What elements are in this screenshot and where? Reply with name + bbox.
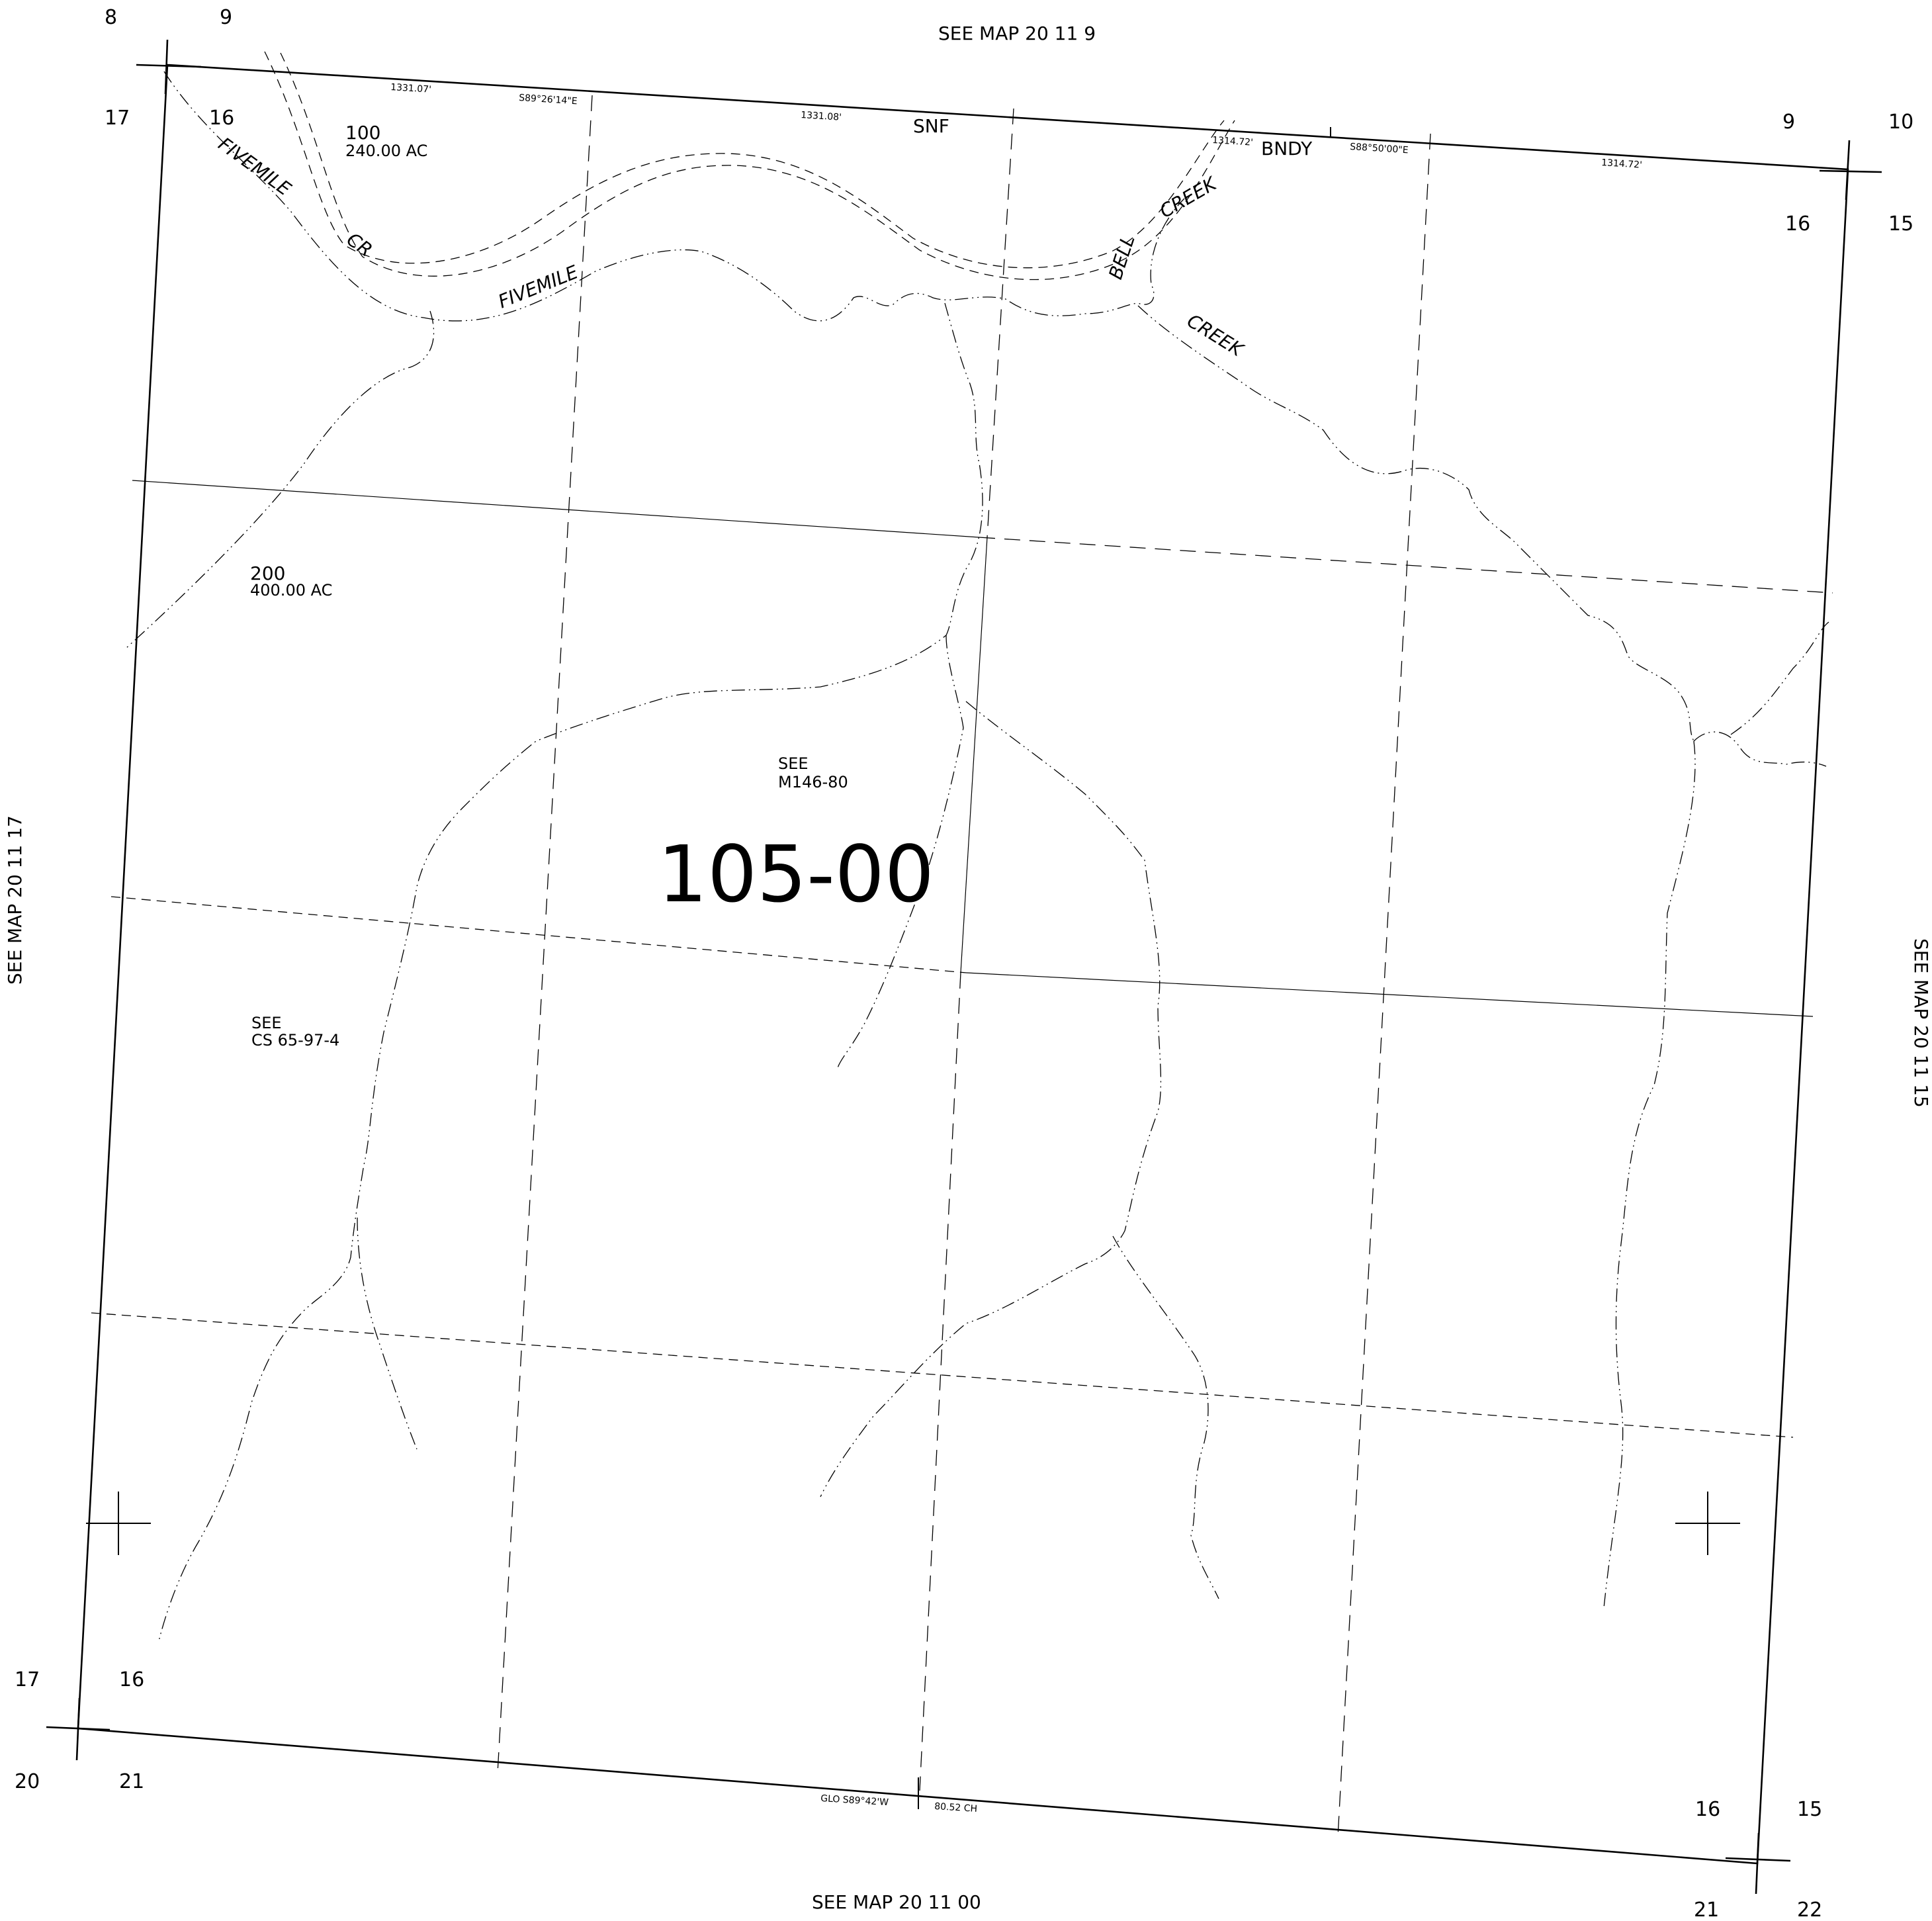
stream-central: [158, 302, 983, 1642]
see-cs-line-2: CS 65-97-4: [251, 1031, 339, 1050]
parcel-100-area: 240.00 AC: [345, 142, 427, 160]
stream-east-branch-2: [1730, 621, 1829, 735]
quarter-line-ns-2b: [960, 537, 988, 973]
map-ref-left: SEE MAP 20 11 17: [4, 815, 26, 985]
quarter-line-ew-2: [110, 896, 967, 973]
corner-br-se: 22: [1797, 1899, 1822, 1921]
reference-cross-left: [86, 1492, 151, 1555]
see-m146-line-1: SEE: [778, 754, 809, 773]
map-ref-right: SEE MAP 20 11 15: [1910, 938, 1932, 1108]
top-bearing-2: S88°50'00"E: [1350, 142, 1409, 156]
see-m146-line-2: M146-80: [778, 773, 848, 791]
bell-creek-label: BELL: [1104, 232, 1139, 282]
stream-1: [163, 71, 1185, 322]
stream-east-branch: [1693, 731, 1827, 767]
top-distance-4: 1314.72': [1601, 157, 1643, 171]
corner-tl-ne: 9: [220, 6, 232, 29]
parcel-200-area: 400.00 AC: [250, 581, 332, 600]
corner-tl-se: 16: [209, 107, 234, 130]
bottom-chain-distance: 80.52 CH: [934, 1801, 978, 1814]
corner-cross-tr: [1819, 140, 1882, 201]
corner-bl-se: 21: [119, 1770, 144, 1793]
stream-central-east-fork: [1112, 1235, 1219, 1599]
corner-tl-sw: 17: [105, 107, 130, 130]
see-cs-line-1: SEE: [251, 1014, 282, 1032]
top-distance-2: 1331.08': [801, 110, 842, 123]
creek-label-1: CREEK: [1156, 172, 1221, 222]
corner-cross-tl: [136, 39, 202, 95]
corner-cross-br: [1725, 1832, 1791, 1895]
cr-label: CR: [343, 228, 376, 261]
corner-br-nw: 16: [1695, 1798, 1720, 1821]
stream-west-fork: [357, 1217, 417, 1450]
stream-east-main: [1603, 740, 1696, 1609]
corner-br-sw: 21: [1694, 1899, 1719, 1921]
parcel-100-number: 100: [345, 122, 380, 144]
corner-br-ne: 15: [1797, 1798, 1822, 1821]
quarter-line-ns-1: [497, 95, 593, 1774]
fivemile-creek-bank-2: [280, 52, 1235, 281]
top-distance-3: 1314.72': [1212, 135, 1254, 148]
map-ref-bottom: SEE MAP 20 11 00: [812, 1891, 981, 1913]
quarter-line-ew-2b: [965, 972, 1814, 1017]
corner-tl-nw: 8: [105, 6, 117, 29]
map-number: 105-00: [658, 828, 934, 920]
stream-west-1: [125, 310, 435, 649]
bottom-glo-bearing: GLO S89°42'W: [820, 1793, 889, 1808]
quarter-line-ns-2c: [919, 972, 961, 1791]
corner-cross-bl: [46, 1697, 110, 1761]
corner-bl-ne: 16: [119, 1668, 144, 1691]
corner-tr-ne: 10: [1888, 111, 1913, 134]
quarter-line-ew-1b: [979, 537, 1833, 594]
map-ref-top: SEE MAP 20 11 9: [938, 22, 1096, 44]
stream-central-east: [820, 701, 1162, 1497]
fivemile-creek-label-1: FIVEMILE: [214, 133, 295, 200]
section-boundary: [77, 64, 1849, 1865]
reference-cross-right: [1675, 1492, 1740, 1555]
top-distance-1: 1331.07': [390, 82, 432, 95]
creek-label-2: CREEK: [1183, 310, 1248, 362]
snf-label: SNF: [913, 115, 949, 137]
top-bearing-1: S89°26'14"E: [519, 93, 578, 107]
quarter-line-ns-2a: [987, 108, 1014, 538]
corner-bl-nw: 17: [15, 1668, 40, 1691]
bndy-label: BNDY: [1261, 138, 1313, 159]
fivemile-creek-label-2: FIVEMILE: [495, 261, 581, 312]
corner-bl-sw: 20: [15, 1770, 40, 1793]
parcel-200-number: 200: [250, 562, 285, 584]
corner-tr-sw: 16: [1785, 212, 1810, 236]
stream-central-fork: [837, 635, 964, 1069]
quarter-line-ew-1: [132, 480, 980, 538]
quarter-line-ew-3: [91, 1312, 1794, 1438]
stream-bell-creek: [1137, 305, 1694, 742]
corner-tr-nw: 9: [1782, 111, 1795, 134]
quarter-line-ns-3: [1337, 133, 1431, 1838]
corner-tr-se: 15: [1888, 212, 1913, 236]
